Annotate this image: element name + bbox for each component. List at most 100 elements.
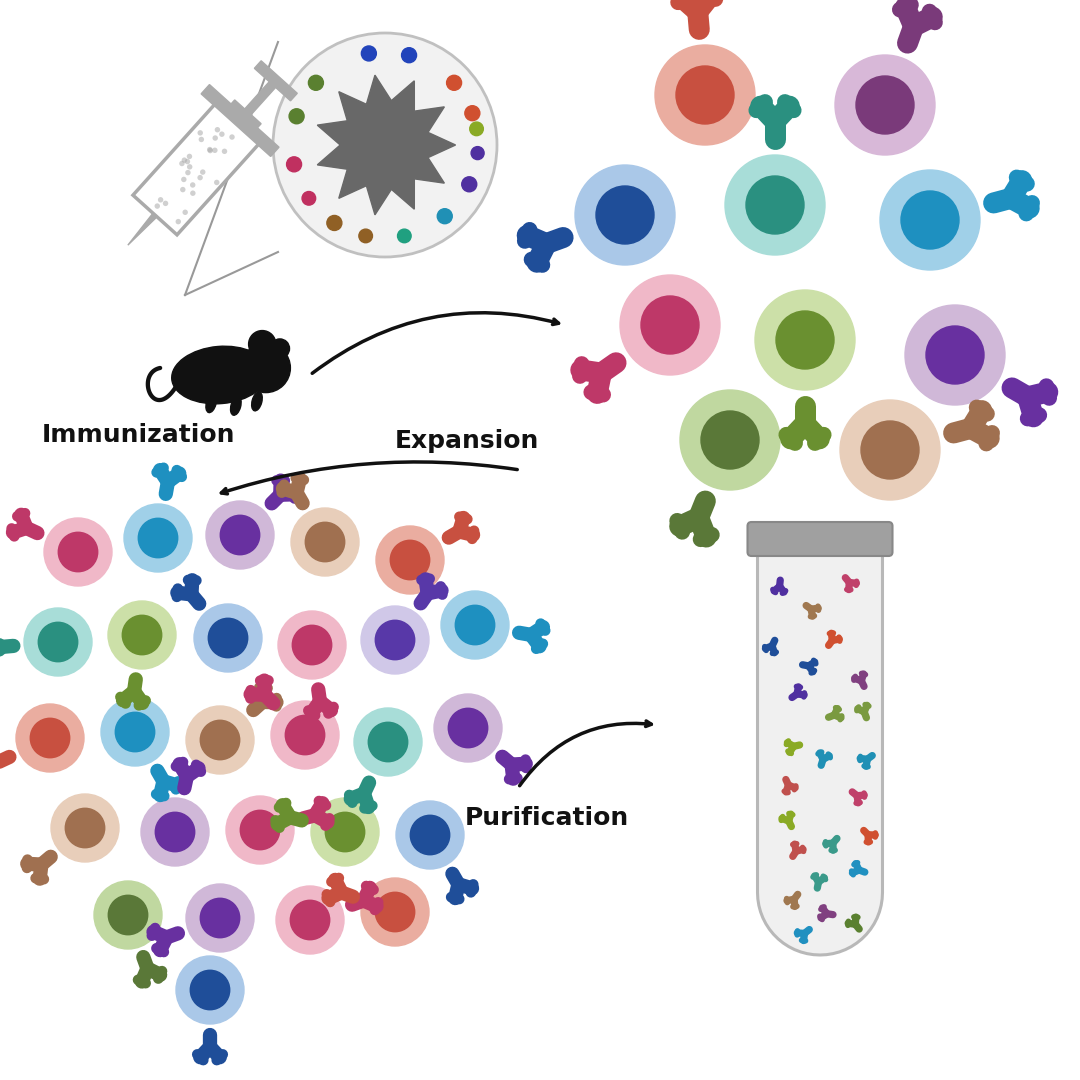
Circle shape <box>116 713 154 752</box>
Circle shape <box>220 515 259 555</box>
Circle shape <box>306 523 345 562</box>
Circle shape <box>464 106 480 121</box>
Circle shape <box>248 330 275 357</box>
Circle shape <box>642 296 699 354</box>
Text: Immunization: Immunization <box>42 423 235 447</box>
Circle shape <box>390 540 430 580</box>
Polygon shape <box>133 103 260 234</box>
Circle shape <box>375 620 415 660</box>
Circle shape <box>325 812 365 852</box>
Circle shape <box>746 176 804 234</box>
Circle shape <box>163 201 168 206</box>
Circle shape <box>44 518 112 586</box>
Circle shape <box>397 229 411 243</box>
Circle shape <box>207 148 213 153</box>
Polygon shape <box>127 213 157 245</box>
Circle shape <box>462 177 476 192</box>
Circle shape <box>680 390 780 490</box>
Circle shape <box>291 508 359 576</box>
Circle shape <box>94 881 162 949</box>
Circle shape <box>302 191 315 205</box>
PathPatch shape <box>757 550 882 955</box>
Circle shape <box>880 170 980 270</box>
Circle shape <box>108 895 148 934</box>
Circle shape <box>361 878 429 946</box>
Circle shape <box>190 190 195 195</box>
Circle shape <box>24 608 92 676</box>
Circle shape <box>138 518 178 557</box>
Text: Purification: Purification <box>465 806 630 831</box>
Circle shape <box>361 606 429 674</box>
Circle shape <box>187 153 192 159</box>
Circle shape <box>354 708 422 777</box>
Circle shape <box>241 343 291 393</box>
Circle shape <box>208 618 247 658</box>
Circle shape <box>141 798 210 866</box>
Circle shape <box>190 183 195 188</box>
Circle shape <box>289 109 305 124</box>
Circle shape <box>327 216 342 230</box>
Text: Expansion: Expansion <box>395 429 539 453</box>
Circle shape <box>755 291 855 390</box>
Circle shape <box>448 708 488 747</box>
Circle shape <box>856 76 914 134</box>
Circle shape <box>311 798 379 866</box>
Circle shape <box>108 600 176 669</box>
Circle shape <box>186 885 254 951</box>
Circle shape <box>402 48 417 63</box>
Circle shape <box>158 197 163 203</box>
Ellipse shape <box>206 394 216 413</box>
Circle shape <box>926 326 984 384</box>
Circle shape <box>654 45 755 145</box>
Circle shape <box>179 161 185 166</box>
Circle shape <box>212 148 217 153</box>
Circle shape <box>471 147 484 160</box>
Circle shape <box>596 186 654 244</box>
FancyBboxPatch shape <box>747 522 892 556</box>
Polygon shape <box>255 60 297 100</box>
Circle shape <box>16 704 84 772</box>
Circle shape <box>122 616 162 654</box>
Circle shape <box>376 526 444 594</box>
Circle shape <box>156 812 194 852</box>
Circle shape <box>410 815 449 854</box>
Circle shape <box>240 810 280 850</box>
Circle shape <box>198 175 203 180</box>
Circle shape <box>190 970 230 1010</box>
Circle shape <box>124 504 192 572</box>
Circle shape <box>437 208 453 224</box>
Ellipse shape <box>252 392 262 410</box>
Circle shape <box>293 625 332 664</box>
Circle shape <box>447 76 461 91</box>
Ellipse shape <box>230 396 241 415</box>
Circle shape <box>200 899 240 937</box>
Circle shape <box>276 886 345 954</box>
Circle shape <box>221 149 227 154</box>
Polygon shape <box>201 84 279 157</box>
Circle shape <box>368 723 408 761</box>
Circle shape <box>65 808 105 848</box>
Circle shape <box>200 170 205 175</box>
Circle shape <box>676 66 734 124</box>
Circle shape <box>309 76 323 91</box>
Circle shape <box>51 794 119 862</box>
Circle shape <box>185 170 191 175</box>
Circle shape <box>200 720 240 759</box>
Circle shape <box>441 591 509 659</box>
Circle shape <box>905 305 1005 405</box>
Circle shape <box>835 55 935 156</box>
Circle shape <box>30 718 70 758</box>
Circle shape <box>777 311 834 369</box>
Circle shape <box>273 33 497 257</box>
Circle shape <box>199 137 204 143</box>
Circle shape <box>38 622 78 662</box>
Circle shape <box>207 147 213 152</box>
Circle shape <box>861 421 919 480</box>
Circle shape <box>213 135 218 140</box>
Circle shape <box>271 701 339 769</box>
Circle shape <box>434 694 502 762</box>
Circle shape <box>215 127 220 133</box>
Polygon shape <box>245 82 275 114</box>
Circle shape <box>575 165 675 265</box>
Circle shape <box>270 339 289 359</box>
